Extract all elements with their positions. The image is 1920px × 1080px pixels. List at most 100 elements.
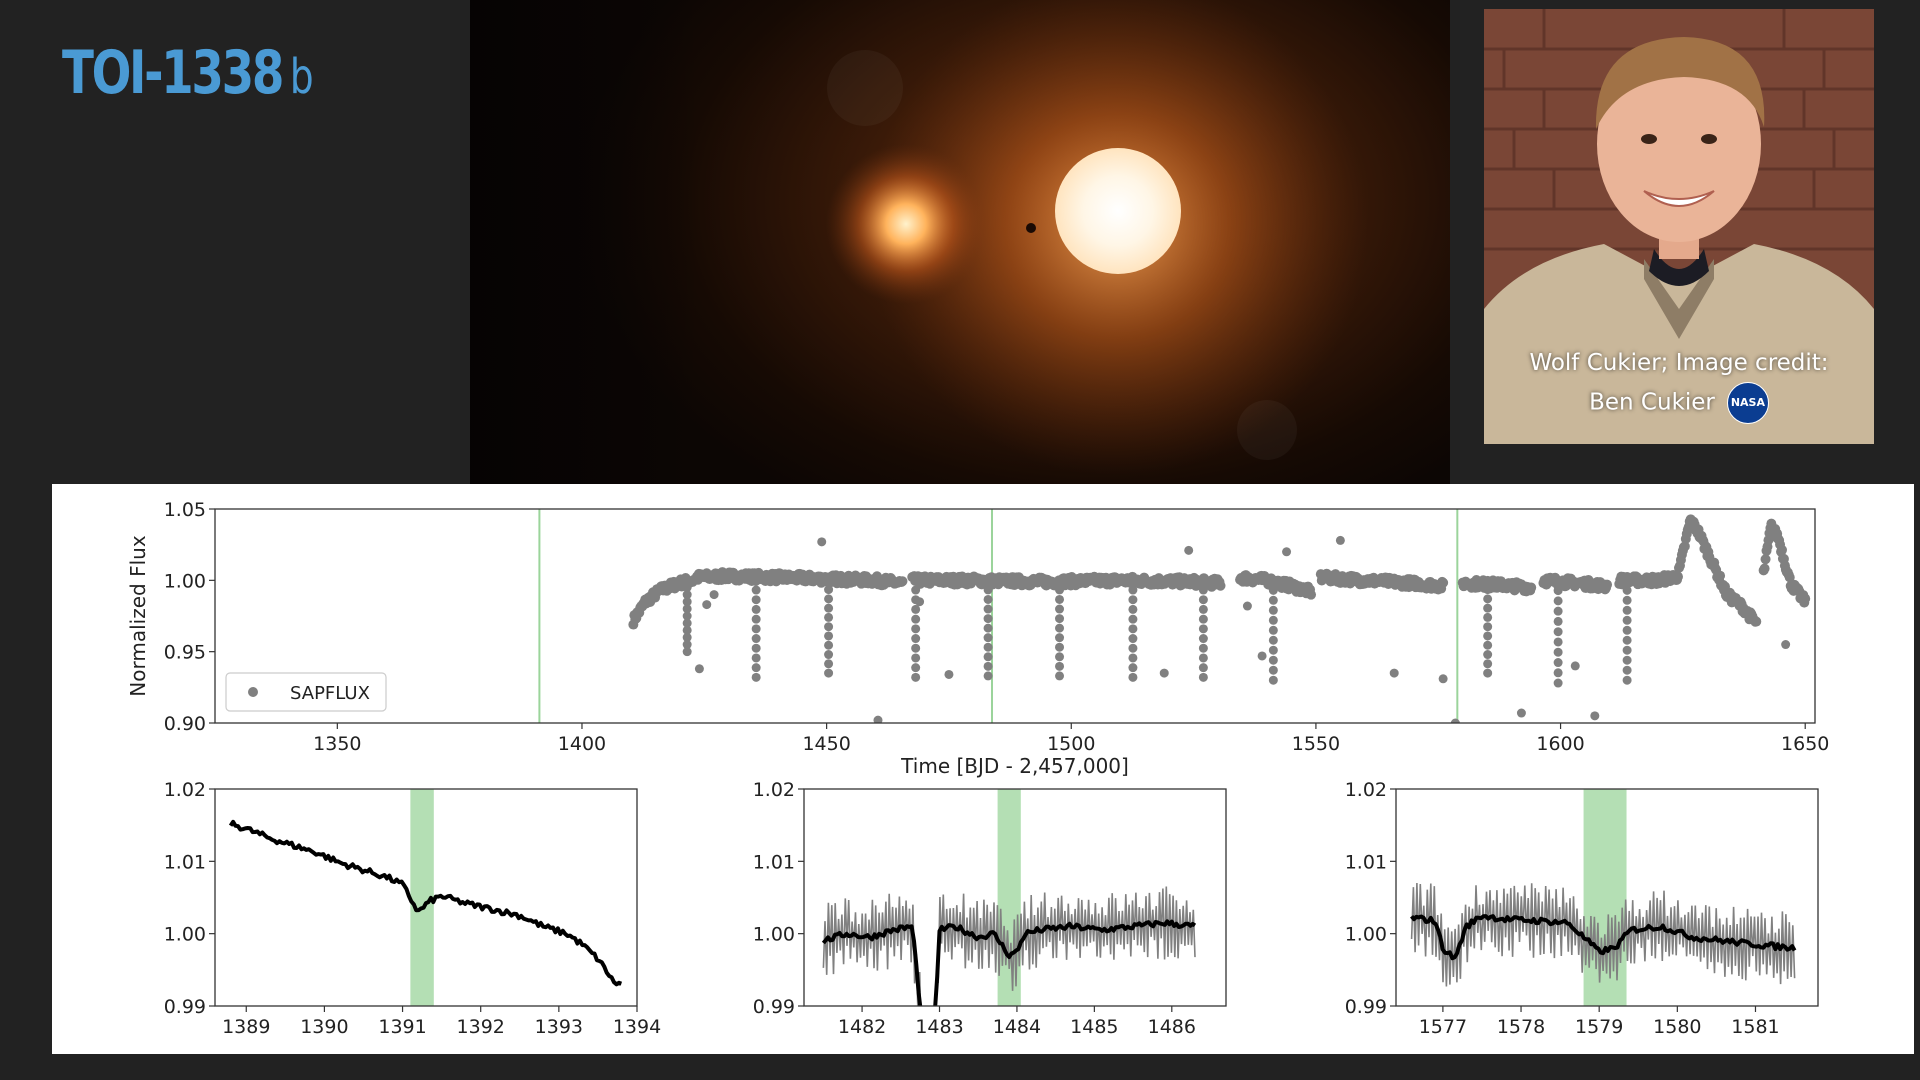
dip-point (1483, 612, 1493, 622)
x-tick-label: 1600 (1536, 733, 1584, 755)
dip-point (911, 643, 921, 653)
dip-point (1268, 625, 1278, 635)
dip-point (1553, 647, 1563, 657)
dip-point (1055, 652, 1065, 662)
binary-star-illustration (470, 0, 1450, 502)
dip-point (1198, 643, 1208, 653)
dip-point (1483, 603, 1493, 613)
y-tick-label: 1.02 (753, 779, 795, 801)
outlier-point (1516, 708, 1526, 718)
y-tick-label: 0.90 (164, 713, 206, 735)
flux-point (1800, 593, 1811, 604)
x-tick-label: 1550 (1292, 733, 1340, 755)
dip-point (824, 631, 834, 641)
nasa-logo-icon: NASA (1726, 382, 1769, 424)
dip-point (751, 624, 761, 634)
photo-caption: Wolf Cukier; Image credit: Ben Cukier NAS… (1484, 345, 1874, 424)
portrait-photo: Wolf Cukier; Image credit: Ben Cukier NAS… (1484, 9, 1874, 444)
x-tick-label: 1581 (1731, 1016, 1779, 1038)
outlier-point (1242, 601, 1252, 611)
dip-point (1128, 643, 1138, 653)
dip-point (1483, 585, 1493, 595)
dip-point (1198, 604, 1208, 614)
y-tick-label: 1.05 (164, 499, 206, 521)
dip-point (751, 604, 761, 614)
dip-point (1055, 575, 1065, 585)
outlier-point (709, 590, 719, 600)
dip-point (911, 663, 921, 673)
dip-point (1553, 575, 1563, 585)
dip-point (1198, 595, 1208, 605)
x-tick-label: 1485 (1070, 1016, 1118, 1038)
flux-point (1602, 579, 1613, 590)
dip-point (911, 614, 921, 624)
chart-4: 1577 1578 1579 1580 1581 0.99 1.00 1.01 1.02 (1345, 779, 1819, 1038)
dip-point (1268, 655, 1278, 665)
outlier-point (1590, 711, 1600, 721)
plot-area (821, 789, 1197, 1006)
plot-area (538, 509, 1811, 723)
dip-point (824, 640, 834, 650)
y-tick-label: 1.00 (1345, 924, 1387, 946)
flux-point (897, 576, 908, 587)
caption-line-1: Wolf Cukier; Image credit: (1529, 350, 1829, 376)
dip-point (1055, 671, 1065, 681)
dip-point (983, 642, 993, 652)
dip-point (1198, 634, 1208, 644)
chart-1: 1350 1400 1450 1500 1550 1600 1650 0.90 0.95 1.00… (126, 499, 1829, 778)
dip-point (1268, 665, 1278, 675)
y-tick-label: 1.01 (753, 851, 795, 873)
y-tick-label: 1.00 (164, 570, 206, 592)
outlier-point (1184, 545, 1194, 555)
dip-point (1128, 624, 1138, 634)
outlier-point (694, 664, 704, 674)
axes-frame (214, 788, 638, 1007)
y-tick-label: 1.02 (164, 779, 206, 801)
x-tick-label: 1350 (313, 733, 361, 755)
legend-box (225, 672, 387, 712)
dip-point (1622, 575, 1632, 585)
outlier-point (873, 715, 883, 723)
flux-point (1760, 554, 1771, 565)
dip-point (1055, 594, 1065, 604)
series-sapflux (628, 514, 1811, 723)
flux-point (1759, 563, 1770, 574)
dip-point (911, 634, 921, 644)
dip-point (1553, 668, 1563, 678)
flux-point (1751, 616, 1762, 627)
dip-point (1268, 645, 1278, 655)
dip-point (1198, 653, 1208, 663)
dip-point (1198, 585, 1208, 595)
dip-point (1268, 585, 1278, 595)
dip-point (1128, 595, 1138, 605)
dip-point (1198, 614, 1208, 624)
dip-point (682, 632, 692, 642)
x-tick-label: 1500 (1047, 733, 1095, 755)
dip-point (824, 585, 834, 595)
dip-point (911, 575, 921, 585)
x-tick-label: 1393 (535, 1016, 583, 1038)
caption-line-2: Ben Cukier NASA (1484, 382, 1874, 424)
y-tick-label: 0.99 (1345, 996, 1387, 1018)
x-tick-label: 1389 (222, 1016, 270, 1038)
dip-point (824, 650, 834, 660)
dip-point (1622, 625, 1632, 635)
outlier-point (915, 597, 925, 607)
x-axis-label: Time [BJD - 2,457,000] (900, 754, 1129, 778)
axes-frame (803, 788, 1227, 1007)
x-tick-label: 1650 (1781, 733, 1829, 755)
dip-point (1483, 668, 1493, 678)
transit-window (1583, 789, 1627, 1006)
dip-point (1268, 635, 1278, 645)
secondary-star (826, 144, 986, 304)
dip-point (1128, 634, 1138, 644)
dip-point (1553, 616, 1563, 626)
dip-point (1483, 659, 1493, 669)
dip-point (824, 603, 834, 613)
outlier-point (1257, 651, 1267, 661)
dip-point (983, 633, 993, 643)
dip-point (682, 625, 692, 635)
flux-point (1215, 580, 1226, 591)
x-tick-label: 1579 (1575, 1016, 1623, 1038)
dip-point (751, 614, 761, 624)
